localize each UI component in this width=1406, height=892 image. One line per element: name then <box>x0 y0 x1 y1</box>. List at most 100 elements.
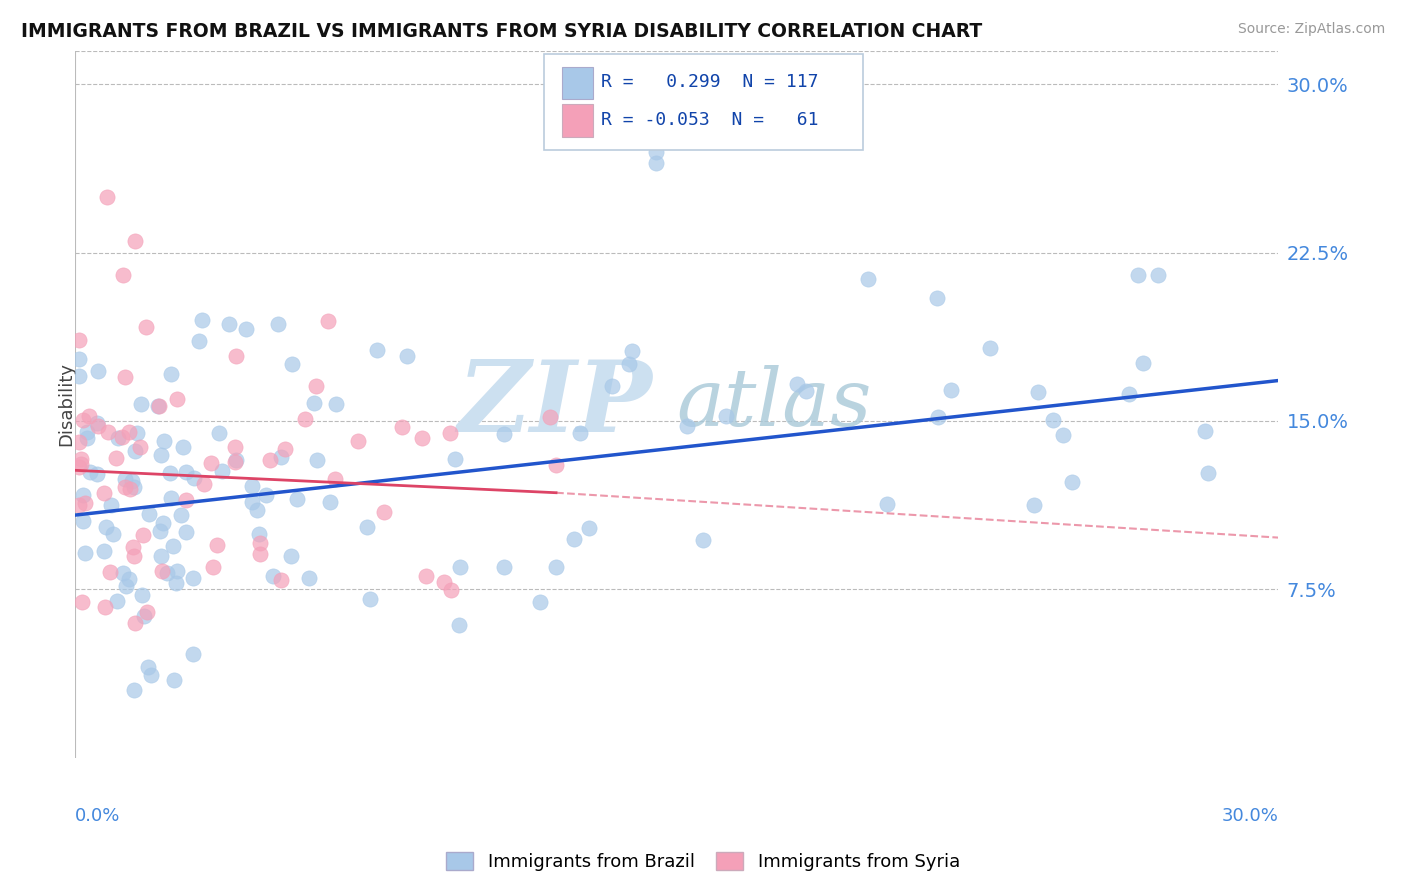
Point <box>280 549 302 563</box>
Point <box>529 594 551 608</box>
Point <box>1118 387 1140 401</box>
Point <box>602 378 624 392</box>
Point <box>359 591 381 606</box>
Point <box>163 673 186 687</box>
Point <box>1197 466 1219 480</box>
Point <box>208 425 231 440</box>
Point <box>67 368 90 383</box>
Point <box>411 432 433 446</box>
Point <box>132 528 155 542</box>
FancyBboxPatch shape <box>562 67 593 99</box>
Point <box>115 579 138 593</box>
Point <box>1026 384 1049 399</box>
Point <box>135 605 157 619</box>
Point <box>76 431 98 445</box>
Point <box>267 317 290 331</box>
Point <box>1132 356 1154 370</box>
Text: 30.0%: 30.0% <box>1222 807 1278 825</box>
Point <box>160 367 183 381</box>
Point <box>1147 268 1170 282</box>
Point <box>325 397 347 411</box>
Point <box>96 520 118 534</box>
Point <box>152 516 174 530</box>
Point <box>152 434 174 449</box>
Point <box>786 376 808 391</box>
Point <box>225 349 247 363</box>
Point <box>240 479 263 493</box>
Point <box>544 560 567 574</box>
Point <box>307 453 329 467</box>
Point <box>202 560 225 574</box>
Point <box>174 465 197 479</box>
FancyBboxPatch shape <box>562 104 593 136</box>
Point <box>114 472 136 486</box>
Point <box>183 647 205 661</box>
Point <box>72 413 94 427</box>
Point <box>70 458 93 472</box>
Point <box>285 491 308 506</box>
Point <box>569 426 592 441</box>
Point <box>67 435 90 450</box>
Point <box>146 399 169 413</box>
Point <box>562 532 585 546</box>
Point <box>578 521 600 535</box>
Text: Source: ZipAtlas.com: Source: ZipAtlas.com <box>1237 22 1385 37</box>
Point <box>645 145 668 159</box>
Point <box>86 467 108 482</box>
Text: R = -0.053  N =   61: R = -0.053 N = 61 <box>600 111 818 129</box>
Point <box>856 272 879 286</box>
Point <box>77 409 100 423</box>
Point <box>544 458 567 472</box>
Point <box>134 609 156 624</box>
Point <box>316 314 339 328</box>
Point <box>939 383 962 397</box>
Point <box>114 480 136 494</box>
Point <box>70 451 93 466</box>
Point <box>1022 498 1045 512</box>
Point <box>72 515 94 529</box>
Point <box>270 450 292 465</box>
Point <box>156 566 179 580</box>
Point <box>1042 413 1064 427</box>
Point <box>101 527 124 541</box>
Point <box>1126 268 1149 282</box>
Point <box>72 488 94 502</box>
Point <box>1060 475 1083 489</box>
Point <box>70 594 93 608</box>
Point <box>281 357 304 371</box>
Point <box>224 441 246 455</box>
Point <box>93 486 115 500</box>
Point <box>96 189 118 203</box>
Text: R =   0.299  N = 117: R = 0.299 N = 117 <box>600 73 818 92</box>
Point <box>259 453 281 467</box>
Point <box>538 410 561 425</box>
Point <box>716 409 738 423</box>
Point <box>200 456 222 470</box>
Point <box>183 471 205 485</box>
Text: IMMIGRANTS FROM BRAZIL VS IMMIGRANTS FROM SYRIA DISABILITY CORRELATION CHART: IMMIGRANTS FROM BRAZIL VS IMMIGRANTS FRO… <box>21 22 983 41</box>
Point <box>141 668 163 682</box>
Point <box>449 559 471 574</box>
Point <box>246 503 269 517</box>
Point <box>94 600 117 615</box>
Point <box>262 569 284 583</box>
Point <box>112 566 135 581</box>
Point <box>302 396 325 410</box>
Point <box>346 434 368 448</box>
Point <box>75 495 97 509</box>
Point <box>162 539 184 553</box>
Point <box>166 565 188 579</box>
Point <box>294 411 316 425</box>
Point <box>170 508 193 523</box>
Point <box>305 379 328 393</box>
Point <box>249 536 271 550</box>
Point <box>298 571 321 585</box>
Point <box>366 343 388 357</box>
Point <box>86 416 108 430</box>
Point <box>127 426 149 441</box>
Point <box>122 540 145 554</box>
Point <box>356 519 378 533</box>
Point <box>439 425 461 440</box>
Point <box>100 498 122 512</box>
Point <box>323 472 346 486</box>
